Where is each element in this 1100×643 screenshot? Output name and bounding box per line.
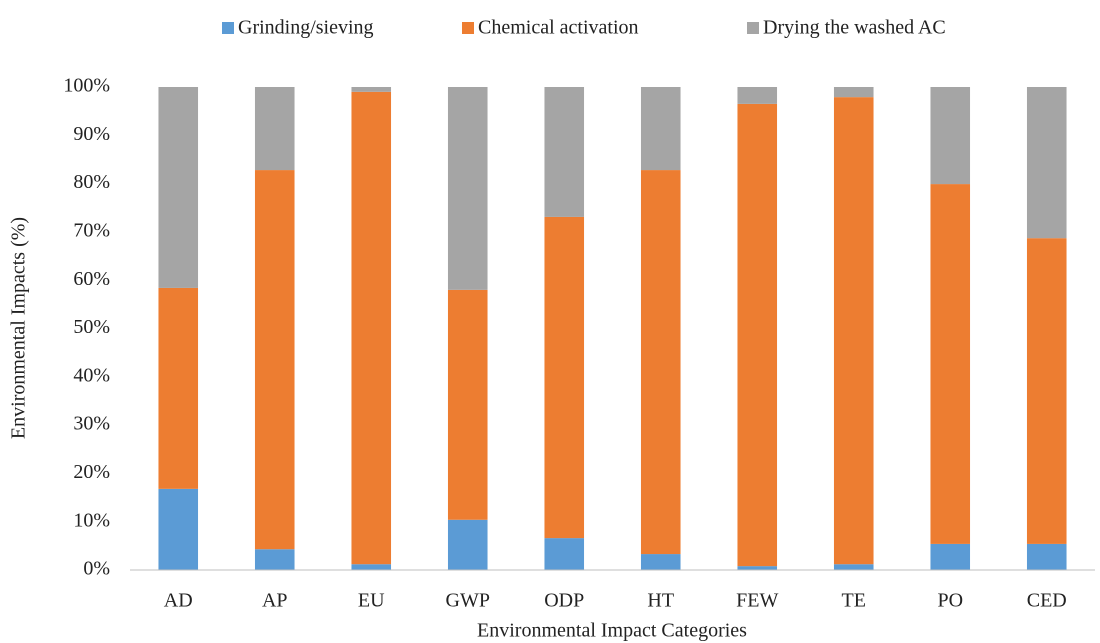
bar-segment: [351, 564, 392, 570]
legend-swatch: [747, 22, 759, 34]
bar-segment: [1026, 543, 1067, 570]
bar-segment: [930, 87, 971, 185]
y-tick-label: 40%: [73, 364, 110, 386]
bar-segment: [158, 287, 199, 489]
bar-segment: [737, 103, 778, 567]
x-tick-label: AP: [262, 590, 288, 612]
x-tick-label: ODP: [544, 590, 584, 612]
legend-label: Drying the washed AC: [763, 17, 946, 39]
y-tick-label: 30%: [73, 413, 110, 435]
bar-segment: [351, 87, 392, 92]
bar-segment: [447, 289, 488, 520]
bar-segment: [447, 87, 488, 290]
bar-segment: [833, 564, 874, 570]
bar-segment: [254, 549, 295, 570]
y-tick-label: 100%: [63, 75, 110, 97]
bar-segment: [640, 554, 681, 570]
bar-segment: [930, 543, 971, 570]
y-axis-title: Environmental Impacts (%): [8, 217, 30, 439]
y-tick-label: 0%: [83, 558, 110, 580]
bar-segment: [544, 87, 585, 217]
y-tick-label: 50%: [73, 316, 110, 338]
legend-swatch: [462, 22, 474, 34]
bar-segment: [1026, 87, 1067, 239]
legend-swatch: [222, 22, 234, 34]
y-tick-label: 60%: [73, 268, 110, 290]
bar-segment: [737, 87, 778, 104]
legend-label: Chemical activation: [478, 17, 639, 39]
bar-segment: [254, 87, 295, 171]
x-tick-label: HT: [647, 590, 674, 612]
bar-segment: [930, 184, 971, 544]
bar-segment: [737, 566, 778, 570]
bar-segment: [640, 87, 681, 171]
x-tick-label: EU: [358, 590, 385, 612]
legend-label: Grinding/sieving: [238, 17, 374, 39]
bar-segment: [447, 519, 488, 570]
bar-segment: [158, 87, 199, 288]
x-tick-label: PO: [937, 590, 963, 612]
x-tick-label: GWP: [446, 590, 490, 612]
y-tick-label: 70%: [73, 219, 110, 241]
x-tick-label: AD: [164, 590, 193, 612]
x-tick-label: CED: [1027, 590, 1067, 612]
x-tick-label: TE: [842, 590, 866, 612]
bar-segment: [254, 170, 295, 550]
bar-segment: [640, 170, 681, 555]
x-axis-title: Environmental Impact Categories: [477, 620, 747, 642]
bar-segment: [158, 488, 199, 570]
bar-segment: [351, 91, 392, 565]
bar-segment: [544, 216, 585, 539]
y-tick-label: 80%: [73, 171, 110, 193]
bar-segment: [833, 87, 874, 98]
y-tick-label: 90%: [73, 123, 110, 145]
y-tick-label: 20%: [73, 461, 110, 483]
bar-segment: [544, 538, 585, 570]
bar-segment: [1026, 238, 1067, 544]
y-tick-label: 10%: [73, 509, 110, 531]
bar-segment: [833, 97, 874, 565]
x-tick-label: FEW: [736, 590, 778, 612]
